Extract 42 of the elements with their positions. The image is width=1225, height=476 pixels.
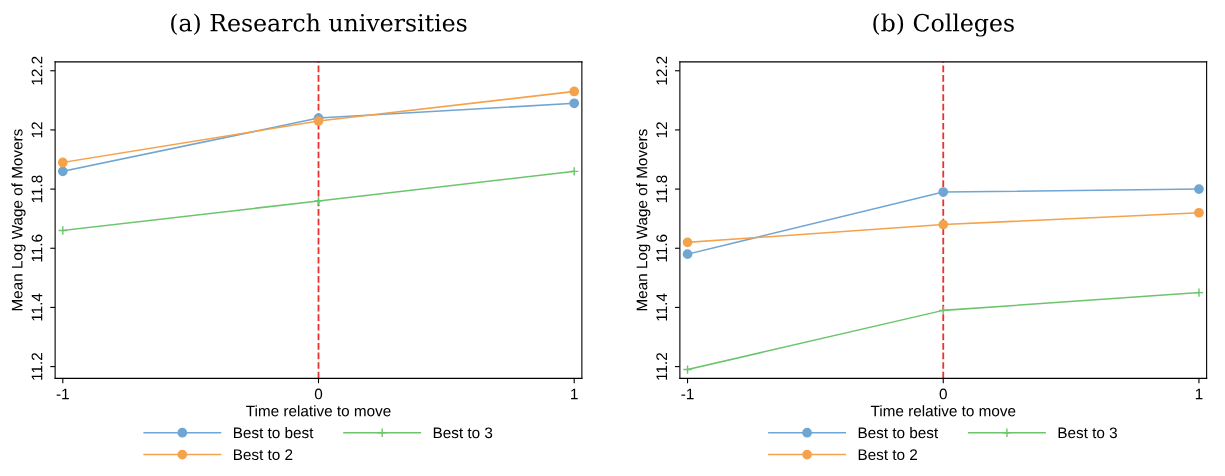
y-tick-label: 12.2 — [31, 56, 43, 85]
x-tick-label: 0 — [939, 388, 947, 400]
legend-label: Best to 3 — [433, 427, 493, 439]
legend-label: Best to 2 — [858, 449, 918, 461]
y-tick-label: 11.8 — [31, 175, 43, 203]
point — [57, 157, 68, 168]
point — [938, 187, 949, 197]
point — [1194, 184, 1204, 194]
legend-label: Best to 3 — [1058, 427, 1117, 439]
y-tick-label: 12 — [31, 122, 43, 138]
y-tick-label: 11.4 — [656, 293, 667, 321]
point — [1194, 207, 1204, 218]
point — [938, 219, 949, 230]
y-tick-label: 12.2 — [656, 56, 667, 85]
legend-label: Best to best — [858, 426, 939, 439]
x-axis-title: Time relative to move — [870, 405, 1016, 417]
y-tick-label: 11.2 — [31, 353, 43, 380]
y-tick-label: 11.6 — [656, 234, 668, 262]
y-tick-label: 11.4 — [31, 293, 43, 321]
x-axis-title: Time relative to move — [246, 405, 391, 417]
y-tick-label: 11.6 — [31, 234, 43, 262]
x-tick-label: -1 — [681, 388, 694, 400]
x-tick-label: 1 — [571, 388, 578, 400]
chart-title: (a) Research universities — [171, 13, 467, 35]
x-tick-label: 1 — [1195, 388, 1203, 400]
point — [313, 196, 324, 206]
legend-label: Best to best — [233, 426, 314, 439]
y-axis-title: Mean Log Wage of Movers — [11, 129, 26, 311]
y-axis-title: Mean Log Wage of Movers — [636, 129, 651, 311]
y-tick-label: 12 — [656, 122, 667, 138]
point — [682, 249, 693, 260]
point — [569, 86, 580, 97]
legend-label: Best to 2 — [233, 449, 293, 461]
x-tick-label: 0 — [314, 388, 323, 400]
point — [57, 166, 68, 177]
point — [1194, 287, 1204, 298]
x-tick-label: -1 — [56, 388, 69, 400]
y-tick-label: 11.2 — [656, 353, 667, 380]
y-tick-label: 11.8 — [656, 175, 668, 203]
chart-title: (b) Colleges — [873, 13, 1014, 37]
point — [569, 98, 580, 109]
point — [682, 237, 693, 248]
